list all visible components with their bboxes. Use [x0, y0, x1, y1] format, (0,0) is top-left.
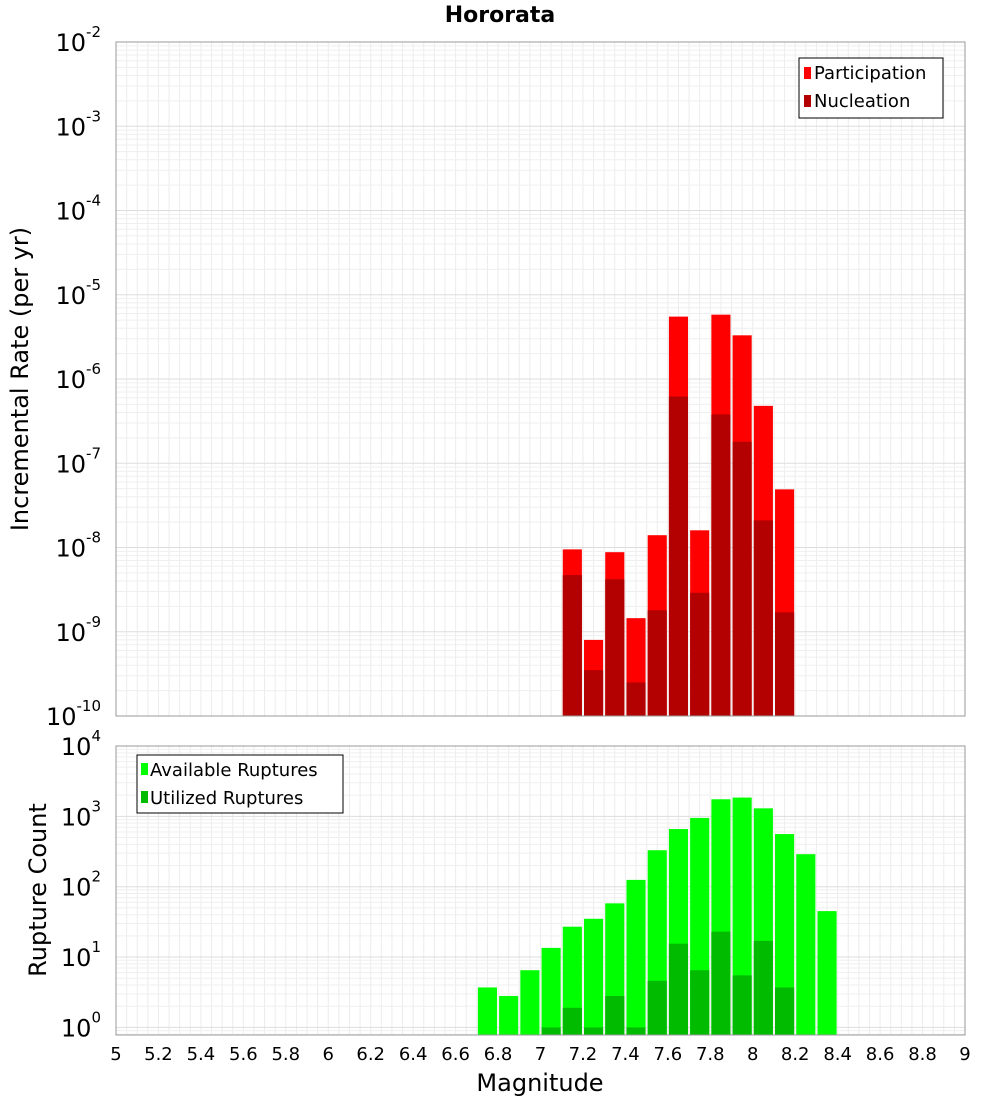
rate-bar-nucleation: [690, 592, 710, 716]
x-tick-label: 9: [959, 1044, 970, 1065]
rate-panel: 10-10 10-9 10-8 10-7 10-6 10-5 10-4 10-3 10-2 In…: [6, 23, 966, 731]
rate-y-tick-label: 10-4: [55, 192, 101, 226]
count-bar-utilized-ruptures: [668, 943, 689, 1035]
rate-grid: [115, 41, 966, 717]
x-tick-label: 8.2: [781, 1044, 810, 1065]
count-bar-utilized-ruptures: [626, 1027, 646, 1035]
count-bar-available-ruptures: [541, 947, 561, 1035]
count-bar-utilized-ruptures: [562, 1007, 582, 1035]
count-bar-utilized-ruptures: [584, 1027, 604, 1035]
x-tick-label: 6.4: [399, 1044, 428, 1065]
rate-bar-nucleation: [732, 441, 752, 716]
count-bar-utilized-ruptures: [711, 931, 731, 1035]
count-y-tick-label: 104: [61, 727, 101, 761]
count-panel: 100 101 102 103 104 Rupture Count Available …: [24, 727, 966, 1042]
rate-legend-box: [798, 57, 944, 119]
count-bar-utilized-ruptures: [541, 1027, 561, 1035]
count-bars: [477, 797, 837, 1035]
count-bar-utilized-ruptures: [605, 995, 625, 1035]
count-bar-utilized-ruptures: [647, 980, 667, 1035]
rate-bar-nucleation: [711, 414, 731, 716]
count-bar-utilized-ruptures: [775, 987, 795, 1035]
x-tick-label: 8.4: [823, 1044, 852, 1065]
x-tick-label: 7.4: [611, 1044, 640, 1065]
rate-y-tick-label: 10-10: [46, 697, 101, 731]
x-tick-label: 6.2: [356, 1044, 385, 1065]
x-tick-label: 6.6: [441, 1044, 470, 1065]
legend-swatch-participation: [804, 67, 811, 79]
x-tick-label: 7: [535, 1044, 546, 1065]
count-y-tick-label: 102: [61, 868, 101, 902]
rate-bar-nucleation: [562, 575, 582, 716]
rate-y-tick-label: 10-2: [55, 23, 101, 57]
rate-legend: Participation Nucleation: [798, 57, 944, 119]
rate-bar-nucleation: [605, 579, 625, 716]
rate-bar-nucleation: [775, 612, 795, 716]
count-y-tick-label: 101: [61, 938, 101, 972]
rate-y-tick-label: 10-5: [55, 276, 101, 310]
x-tick-label: 5.8: [271, 1044, 300, 1065]
count-y-tick-label: 103: [61, 797, 101, 831]
x-tick-label: 8.8: [908, 1044, 937, 1065]
legend-label-nucleation: Nucleation: [814, 91, 910, 112]
count-y-ticks: 100 101 102 103 104: [61, 727, 101, 1042]
count-y-tick-label: 100: [61, 1008, 101, 1042]
x-tick-label: 6: [323, 1044, 334, 1065]
rate-bar-nucleation: [647, 610, 667, 716]
count-bar-available-ruptures: [626, 879, 646, 1035]
rate-bar-nucleation: [668, 396, 689, 716]
count-legend: Available Ruptures Utilized Ruptures: [136, 754, 344, 814]
legend-swatch-available-ruptures: [141, 763, 148, 775]
legend-label-utilized-ruptures: Utilized Ruptures: [150, 788, 303, 809]
x-tick-label: 8: [747, 1044, 758, 1065]
count-bar-available-ruptures: [817, 911, 837, 1035]
rate-bar-nucleation: [753, 520, 773, 716]
count-bar-available-ruptures: [796, 854, 816, 1035]
count-bar-utilized-ruptures: [753, 940, 773, 1035]
x-tick-label: 7.6: [654, 1044, 683, 1065]
x-tick-label: 5.2: [144, 1044, 173, 1065]
rate-y-tick-label: 10-9: [55, 613, 101, 647]
rate-plot-border: [115, 41, 966, 717]
x-tick-label: 5.4: [187, 1044, 216, 1065]
rate-y-tick-label: 10-8: [55, 529, 101, 563]
x-tick-label: 8.6: [866, 1044, 895, 1065]
count-plot-border: [115, 745, 966, 1036]
count-bar-available-ruptures: [477, 987, 497, 1035]
x-tick-label: 5.6: [229, 1044, 258, 1065]
rate-bars: [562, 314, 795, 716]
x-tick-label: 6.8: [484, 1044, 513, 1065]
rate-bar-nucleation: [626, 682, 646, 716]
count-bar-utilized-ruptures: [690, 970, 710, 1035]
count-y-axis-label: Rupture Count: [24, 803, 52, 977]
count-bar-available-ruptures: [499, 995, 519, 1035]
rate-y-tick-label: 10-3: [55, 107, 101, 141]
count-bar-available-ruptures: [775, 834, 795, 1035]
count-bar-utilized-ruptures: [732, 975, 752, 1035]
x-tick-label: 5: [110, 1044, 121, 1065]
x-axis-ticks: 5 5.2 5.4 5.6 5.8 6 6.2 6.4 6.6 6.8 7 7.2 7.4 7.6 7.8 8…: [110, 1044, 970, 1065]
rate-y-axis-label: Incremental Rate (per yr): [6, 227, 34, 531]
count-bar-available-ruptures: [520, 970, 540, 1035]
count-bar-available-ruptures: [584, 918, 604, 1035]
rate-bar-nucleation: [584, 670, 604, 716]
x-tick-label: 7.8: [696, 1044, 725, 1065]
rate-y-tick-label: 10-7: [55, 444, 101, 478]
x-axis-label: Magnitude: [476, 1069, 603, 1097]
chart-title: Hororata: [445, 3, 556, 28]
legend-label-available-ruptures: Available Ruptures: [150, 760, 318, 781]
rate-y-tick-label: 10-6: [55, 360, 101, 394]
legend-swatch-nucleation: [804, 95, 811, 107]
legend-swatch-utilized-ruptures: [141, 791, 148, 803]
legend-label-participation: Participation: [814, 63, 926, 84]
x-tick-label: 7.2: [569, 1044, 598, 1065]
count-legend-box: [136, 754, 344, 814]
rate-y-ticks: 10-10 10-9 10-8 10-7 10-6 10-5 10-4 10-3 10-2: [46, 23, 101, 731]
